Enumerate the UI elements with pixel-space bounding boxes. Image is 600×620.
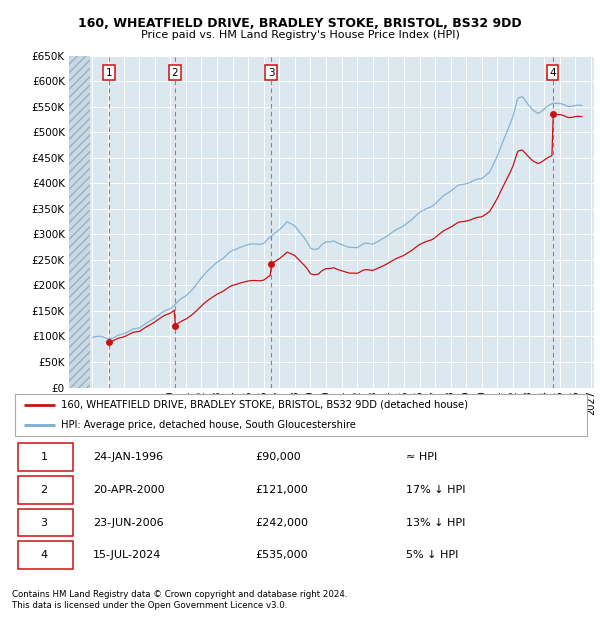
Text: 1: 1 (40, 452, 47, 462)
Bar (69, 56, 90, 388)
Point (104, 337, 114, 347)
Text: 17% ↓ HPI: 17% ↓ HPI (406, 485, 465, 495)
Text: 20-APR-2000: 20-APR-2000 (93, 485, 164, 495)
Text: 3: 3 (40, 518, 47, 528)
FancyBboxPatch shape (15, 394, 587, 436)
Text: £121,000: £121,000 (255, 485, 308, 495)
FancyBboxPatch shape (18, 443, 73, 471)
Text: £535,000: £535,000 (255, 551, 308, 560)
Text: Contains HM Land Registry data © Crown copyright and database right 2024.: Contains HM Land Registry data © Crown c… (12, 590, 347, 600)
Point (170, 321, 180, 330)
Text: 23-JUN-2006: 23-JUN-2006 (93, 518, 164, 528)
Text: This data is licensed under the Open Government Licence v3.0.: This data is licensed under the Open Gov… (12, 601, 287, 611)
Text: Price paid vs. HM Land Registry's House Price Index (HPI): Price paid vs. HM Land Registry's House … (140, 30, 460, 40)
Text: 15-JUL-2024: 15-JUL-2024 (93, 551, 161, 560)
Point (266, 259, 276, 269)
FancyBboxPatch shape (18, 476, 73, 503)
Text: £90,000: £90,000 (255, 452, 301, 462)
FancyBboxPatch shape (18, 541, 73, 569)
Text: 3: 3 (268, 68, 274, 78)
Text: 5% ↓ HPI: 5% ↓ HPI (406, 551, 458, 560)
Text: HPI: Average price, detached house, South Gloucestershire: HPI: Average price, detached house, Sout… (61, 420, 356, 430)
Text: 160, WHEATFIELD DRIVE, BRADLEY STOKE, BRISTOL, BS32 9DD: 160, WHEATFIELD DRIVE, BRADLEY STOKE, BR… (78, 17, 522, 30)
Text: 24-JAN-1996: 24-JAN-1996 (93, 452, 163, 462)
Text: 2: 2 (172, 68, 178, 78)
Text: 4: 4 (549, 68, 556, 78)
Text: 2: 2 (40, 485, 47, 495)
FancyBboxPatch shape (18, 508, 73, 536)
Text: 4: 4 (40, 551, 47, 560)
Text: 1: 1 (106, 68, 112, 78)
Text: 160, WHEATFIELD DRIVE, BRADLEY STOKE, BRISTOL, BS32 9DD (detached house): 160, WHEATFIELD DRIVE, BRADLEY STOKE, BR… (61, 399, 468, 410)
Text: ≈ HPI: ≈ HPI (406, 452, 437, 462)
Text: 13% ↓ HPI: 13% ↓ HPI (406, 518, 465, 528)
Text: £242,000: £242,000 (255, 518, 308, 528)
Point (548, 110, 557, 120)
